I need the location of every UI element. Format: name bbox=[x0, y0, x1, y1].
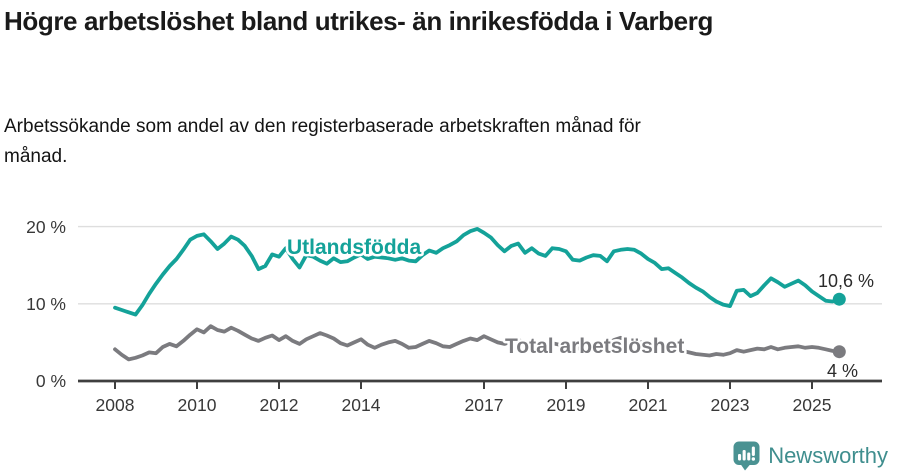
x-tick-label: 2017 bbox=[465, 395, 504, 415]
page-title: Högre arbetslöshet bland utrikes- än inr… bbox=[4, 6, 713, 36]
y-tick-label: 0 % bbox=[36, 371, 66, 391]
series-line-1 bbox=[113, 324, 842, 362]
series-label-utlandsfodda: Utlandsfödda bbox=[287, 236, 421, 259]
x-tick-label: 2023 bbox=[711, 395, 750, 415]
x-tick-label: 2010 bbox=[178, 395, 217, 415]
x-tick-label: 2021 bbox=[629, 395, 668, 415]
x-tick-label: 2014 bbox=[342, 395, 381, 415]
end-value-label-total: 4 % bbox=[827, 361, 858, 381]
newsworthy-brand-text: Newsworthy bbox=[768, 443, 888, 468]
y-tick-label: 20 % bbox=[26, 217, 66, 237]
series-end-dot-0 bbox=[832, 292, 846, 306]
page-subtitle: Arbetssökande som andel av den registerb… bbox=[4, 116, 641, 168]
series-label-total-arbetsloshet: Total arbetslöshet bbox=[505, 335, 684, 358]
end-value-label-utlandsfodda: 10,6 % bbox=[818, 271, 874, 291]
x-tick-label: 2008 bbox=[96, 395, 135, 415]
chart-gridlines: 0 % 10 % 20 % bbox=[26, 217, 882, 391]
newsworthy-brand: Newsworthy bbox=[733, 441, 888, 471]
x-tick-label: 2025 bbox=[793, 395, 832, 415]
x-tick-label: 2012 bbox=[260, 395, 299, 415]
x-tick-label: 2019 bbox=[547, 395, 586, 415]
series-end-dot-1 bbox=[832, 345, 846, 359]
y-tick-label: 10 % bbox=[26, 294, 66, 314]
series-line-0 bbox=[113, 226, 842, 317]
newsworthy-logo-icon bbox=[733, 441, 760, 471]
chart-x-axis: 2008 2010 2012 2014 2017 2019 2021 2023 2025 bbox=[78, 379, 882, 415]
chart-series-lines bbox=[113, 226, 846, 362]
